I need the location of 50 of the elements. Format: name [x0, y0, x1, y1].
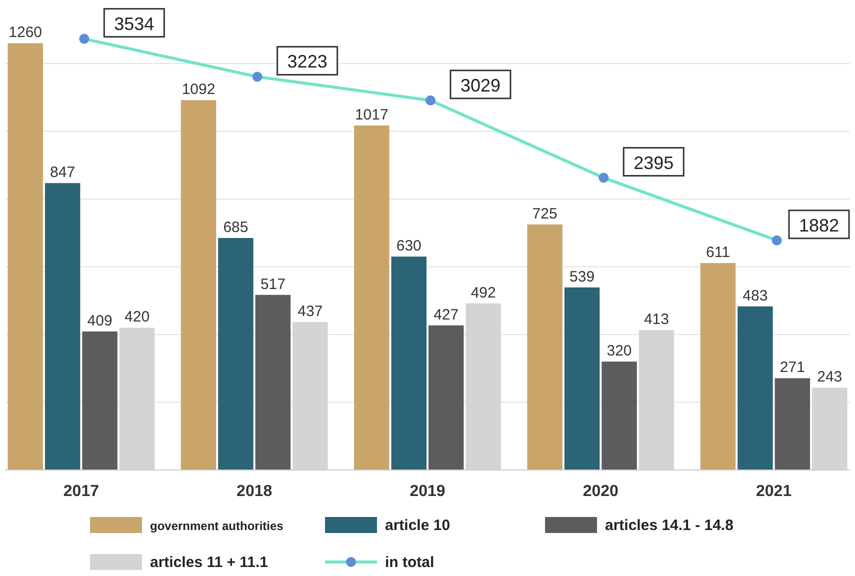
data-label: 3029 — [460, 75, 500, 96]
x-tick-label: 2021 — [756, 483, 792, 500]
bar — [700, 263, 736, 470]
data-label: 420 — [124, 308, 150, 326]
bar — [564, 287, 600, 470]
data-label: 1017 — [354, 106, 388, 124]
bar — [44, 183, 80, 470]
x-tick-label: 2019 — [410, 483, 446, 500]
data-label: 539 — [570, 268, 595, 286]
bar — [602, 362, 637, 470]
data-label: 685 — [223, 218, 248, 236]
bar — [8, 43, 43, 470]
data-label: 1882 — [798, 215, 840, 236]
data-label: 1092 — [182, 81, 216, 98]
data-label: 243 — [817, 368, 842, 386]
data-label: 492 — [470, 284, 496, 302]
bar — [738, 306, 773, 470]
legend-label: government authorities — [150, 519, 284, 533]
x-tick-label: 2017 — [63, 483, 100, 500]
bar — [774, 378, 810, 470]
data-label: 409 — [87, 312, 112, 330]
data-label: 3223 — [287, 52, 328, 72]
bar — [391, 256, 426, 470]
data-label: 271 — [780, 359, 805, 376]
data-label: 2395 — [634, 152, 674, 173]
data-label: 630 — [396, 238, 422, 255]
bar — [255, 294, 291, 470]
data-label: 413 — [644, 311, 670, 328]
data-label: 483 — [742, 287, 768, 304]
bar — [527, 224, 562, 470]
bar — [180, 100, 216, 470]
legend-label: in total — [385, 554, 434, 571]
data-label: 320 — [606, 342, 632, 360]
bar — [354, 126, 390, 470]
data-label: 437 — [298, 302, 323, 320]
bar — [82, 331, 118, 470]
data-label: 611 — [706, 244, 730, 262]
x-tick-label: 2020 — [582, 483, 619, 500]
legend-label: articles 11 + 11.1 — [150, 554, 268, 571]
data-label: 1260 — [8, 24, 42, 42]
bar — [428, 325, 464, 470]
data-label: 847 — [50, 164, 76, 182]
data-label: 3534 — [114, 14, 154, 34]
legend-label: articles 14.1 - 14.8 — [605, 517, 734, 534]
x-tick-label: 2018 — [236, 483, 272, 500]
legend-label: article 10 — [385, 517, 450, 534]
data-label: 725 — [532, 205, 558, 222]
bar — [218, 238, 254, 470]
data-label: 427 — [434, 306, 459, 324]
data-label: 517 — [260, 276, 286, 293]
